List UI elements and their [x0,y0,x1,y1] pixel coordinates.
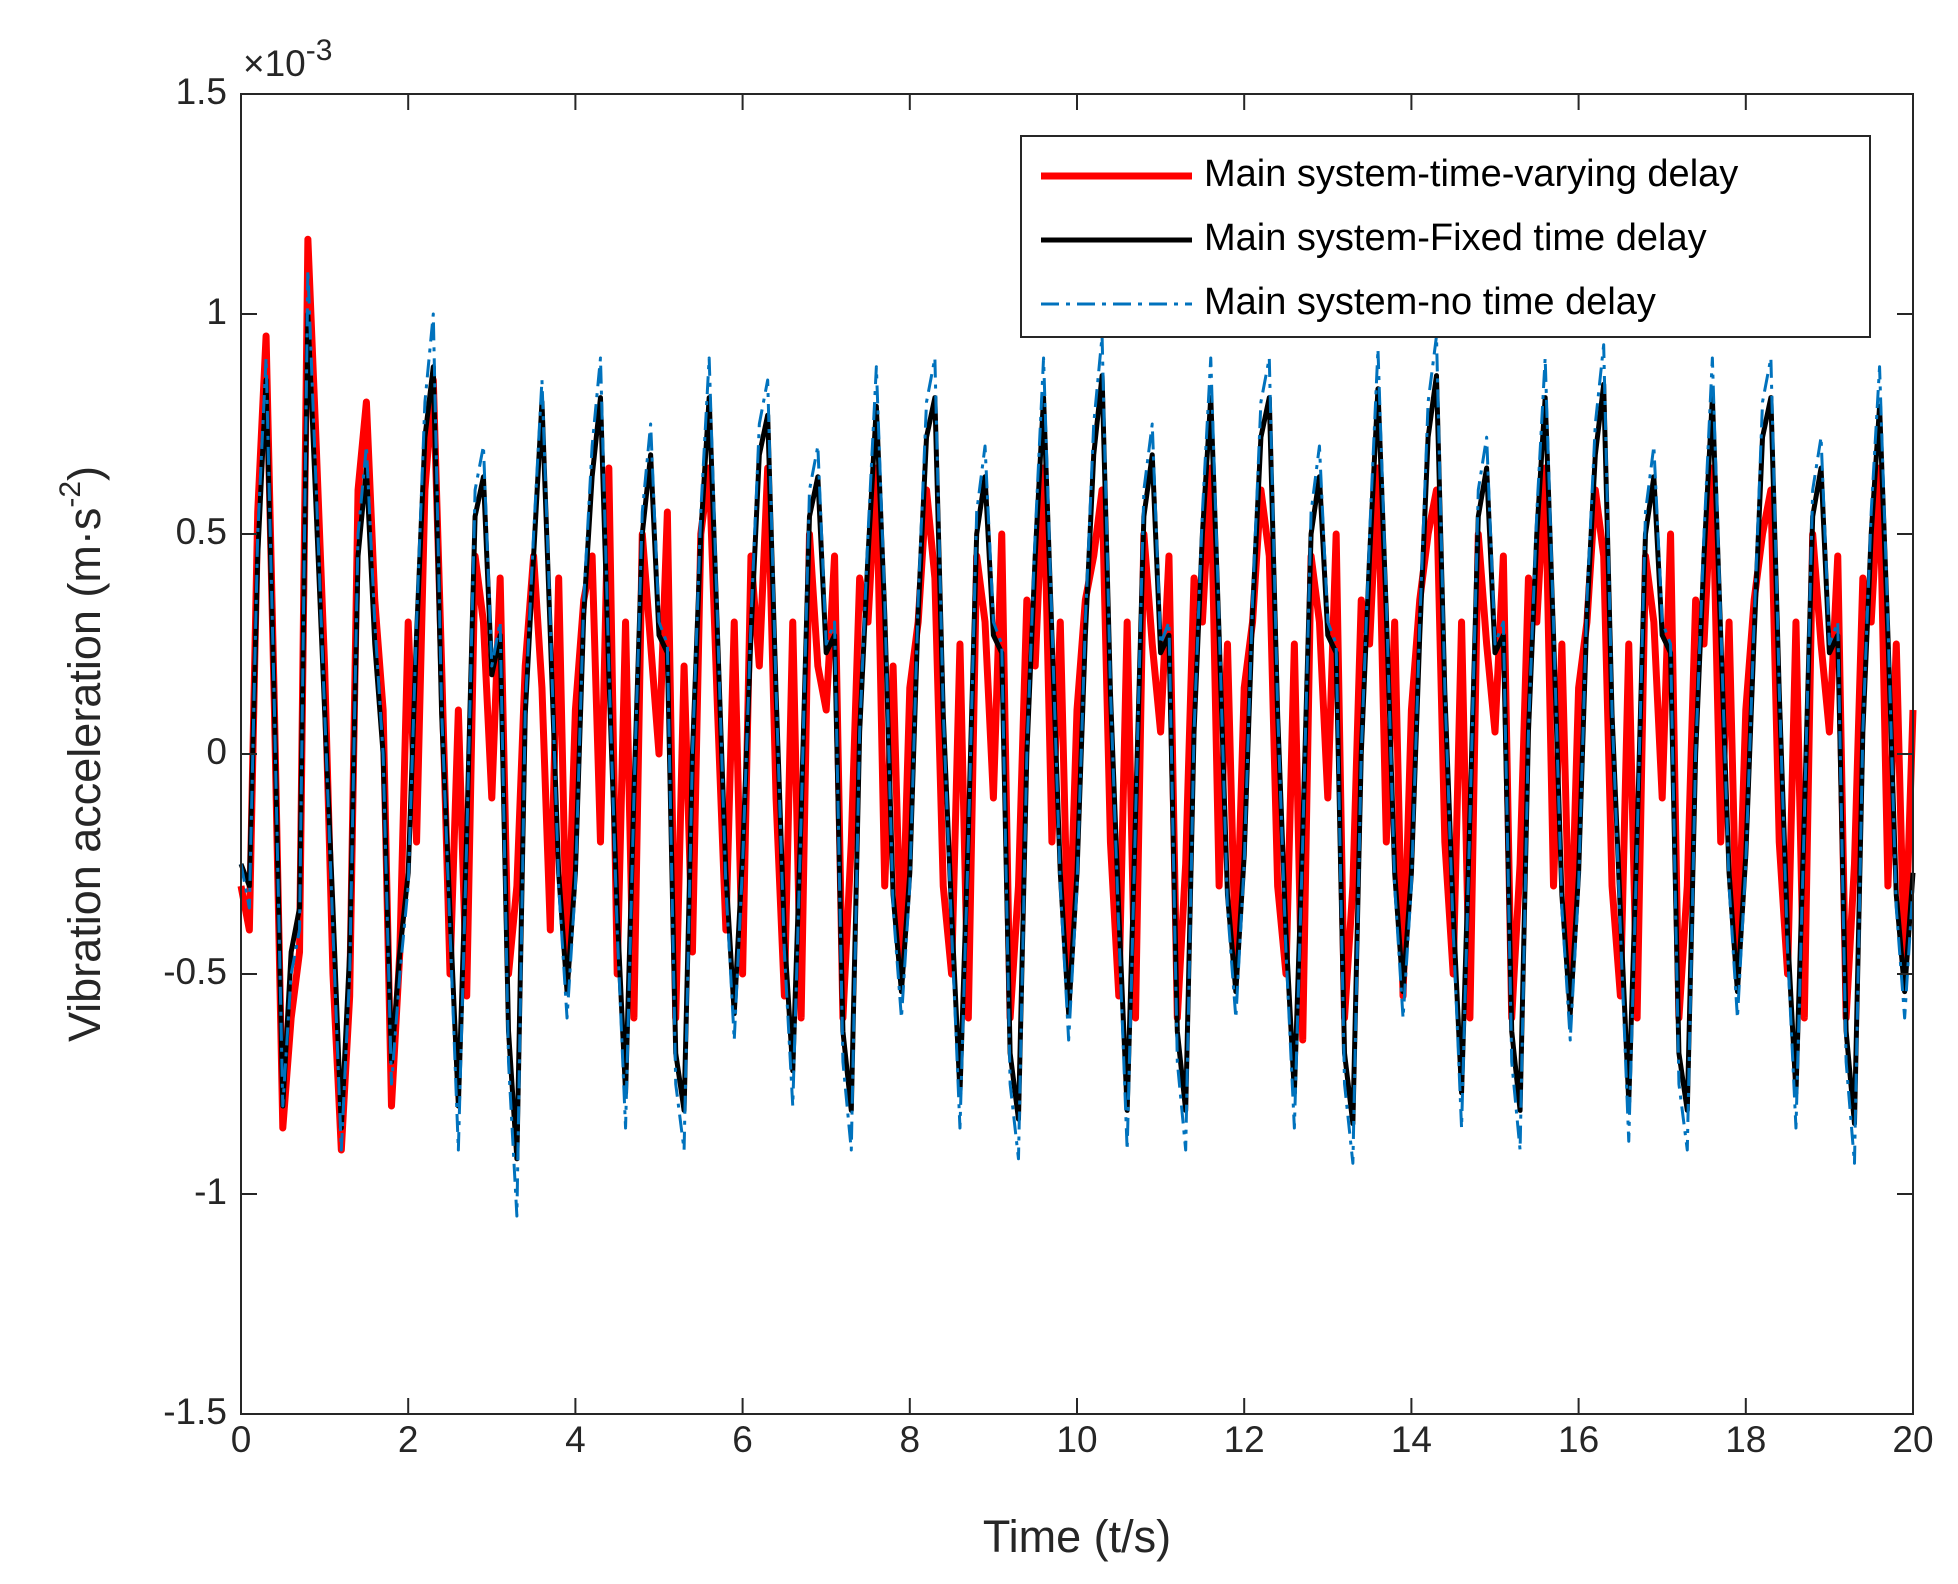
x-tick-label: 4 [565,1419,586,1460]
x-tick-label: 2 [398,1419,419,1460]
y-axis-label: Vibration acceleration (m·s-2) [54,466,110,1042]
x-axis-label: Time (t/s) [983,1511,1171,1562]
legend-label: Main system-Fixed time delay [1204,217,1707,259]
series-line [239,268,1915,1218]
y-tick-label: 0 [206,731,227,772]
y-tick-label: 0.5 [176,511,227,552]
y-exponent: ×10-3 [243,34,332,84]
y-tick-label: -0.5 [163,951,227,992]
x-tick-label: 6 [732,1419,753,1460]
y-tick-label: 1.5 [176,71,227,112]
legend-label: Main system-no time delay [1204,281,1656,323]
x-tick-label: 12 [1224,1419,1265,1460]
x-tick-label: 16 [1558,1419,1599,1460]
x-tick-label: 20 [1892,1419,1933,1460]
x-tick-label: 14 [1391,1419,1432,1460]
y-exponent-base: ×10 [243,43,306,84]
legend-label: Main system-time-varying delay [1204,153,1738,195]
x-tick-label: 8 [900,1419,921,1460]
y-tick-label: -1 [194,1171,227,1212]
x-tick-label: 10 [1056,1419,1097,1460]
legend: Main system-time-varying delay Main syste… [1020,135,1871,338]
y-tick-label: 1 [206,291,227,332]
y-axis-label-superscript: -2 [54,481,87,508]
y-tick-label: -1.5 [163,1391,227,1432]
y-axis-label-text: ) [59,466,110,481]
y-exponent-power: -3 [306,34,333,67]
x-tick-label: 0 [231,1419,252,1460]
y-axis-label-text: Vibration acceleration (m·s [59,508,110,1042]
plot-area [237,235,1917,1218]
x-tick-label: 18 [1725,1419,1766,1460]
